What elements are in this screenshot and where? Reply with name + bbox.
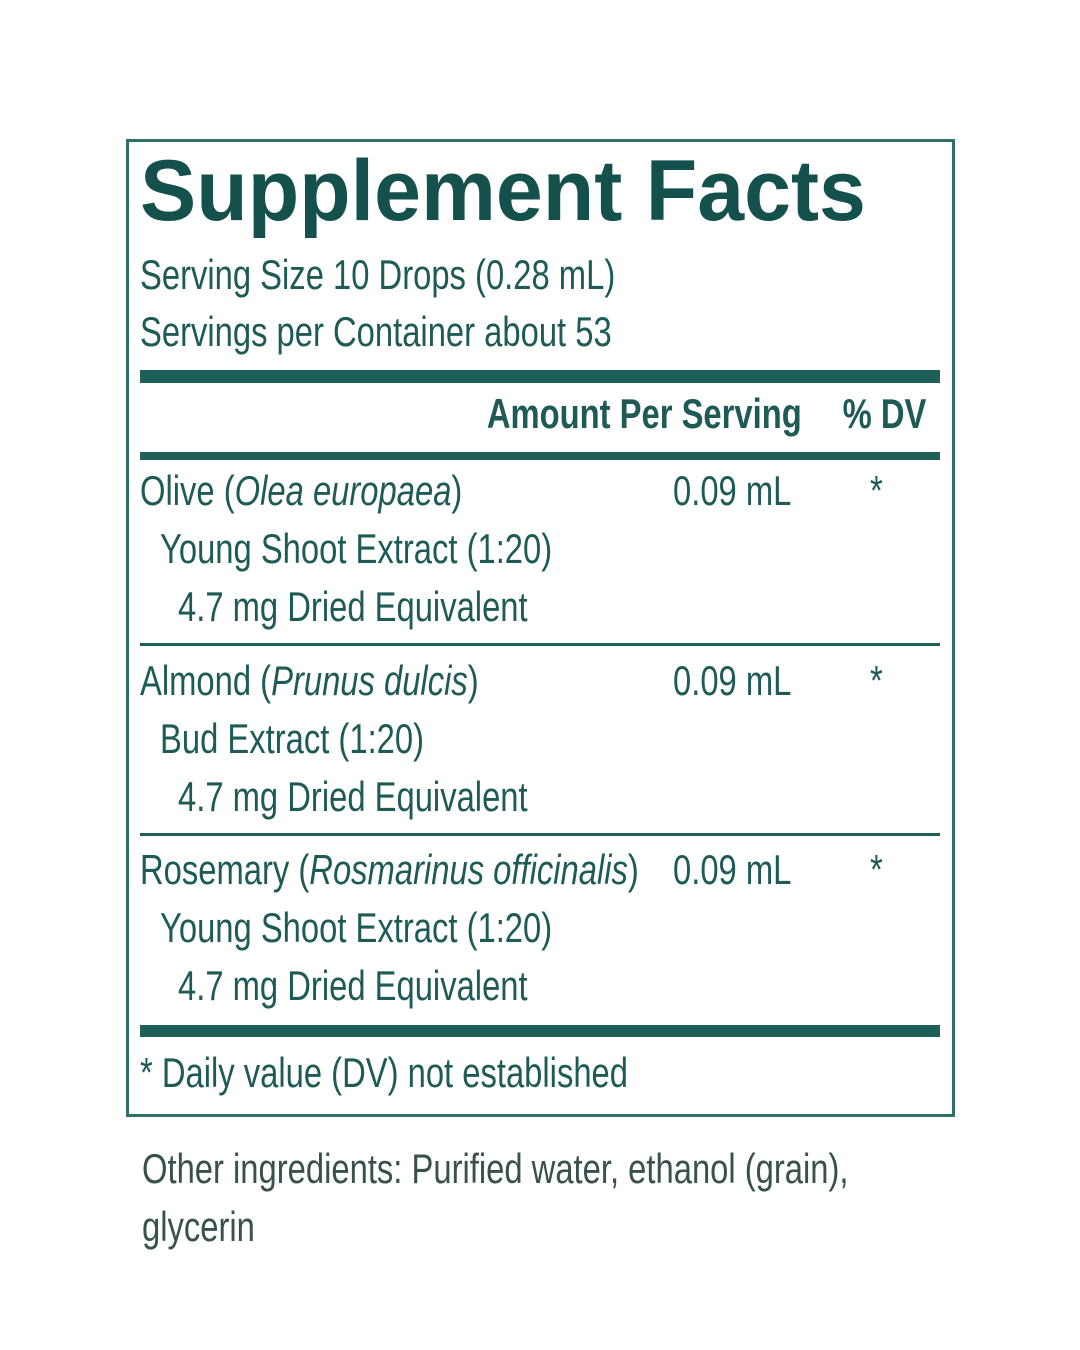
latin-name: Rosmarinus officinalis: [309, 846, 628, 893]
amount: 0.09 mL: [673, 846, 792, 893]
suffix: ): [467, 657, 479, 704]
facts-panel: [126, 139, 955, 1117]
latin-name: Prunus dulcis: [271, 657, 468, 704]
ingredient-name: Almond (Prunus dulcis): [140, 660, 479, 702]
name: Rosemary (: [140, 846, 310, 893]
extract: Young Shoot Extract (1:20): [160, 525, 553, 572]
amount: 0.09 mL: [673, 657, 792, 704]
ingredient-name: Rosemary (Rosmarinus officinalis): [140, 849, 639, 891]
name: Olive (: [140, 467, 235, 514]
servings-per-container: Servings per Container about 53: [140, 308, 612, 355]
equivalent: 4.7 mg Dried Equivalent: [178, 773, 528, 820]
serving-size: Serving Size 10 Drops (0.28 mL): [140, 251, 616, 298]
extract: Young Shoot Extract (1:20): [160, 904, 553, 951]
extract: Bud Extract (1:20): [160, 715, 425, 762]
latin-name: Olea europaea: [234, 467, 452, 514]
dv: *: [870, 657, 883, 704]
suffix: ): [451, 467, 463, 514]
title: Supplement Facts: [140, 143, 866, 239]
amount: 0.09 mL: [673, 467, 792, 514]
suffix: ): [627, 846, 639, 893]
equivalent: 4.7 mg Dried Equivalent: [178, 583, 528, 630]
dv: *: [870, 846, 883, 893]
other-ingredients: Other ingredients: Purified water, ethan…: [142, 1145, 849, 1250]
dv: *: [870, 467, 883, 514]
row-divider: [140, 833, 940, 836]
name: Almond (: [140, 657, 272, 704]
footnote: * Daily value (DV) not established: [140, 1049, 628, 1096]
ingredient-name: Olive (Olea europaea): [140, 470, 462, 512]
equivalent: 4.7 mg Dried Equivalent: [178, 962, 528, 1009]
divider: [140, 370, 940, 383]
divider: [140, 452, 940, 460]
dv-header: % DV: [842, 390, 926, 437]
divider: [140, 1025, 940, 1037]
row-divider: [140, 643, 940, 646]
amount-header: Amount Per Serving: [487, 390, 802, 437]
